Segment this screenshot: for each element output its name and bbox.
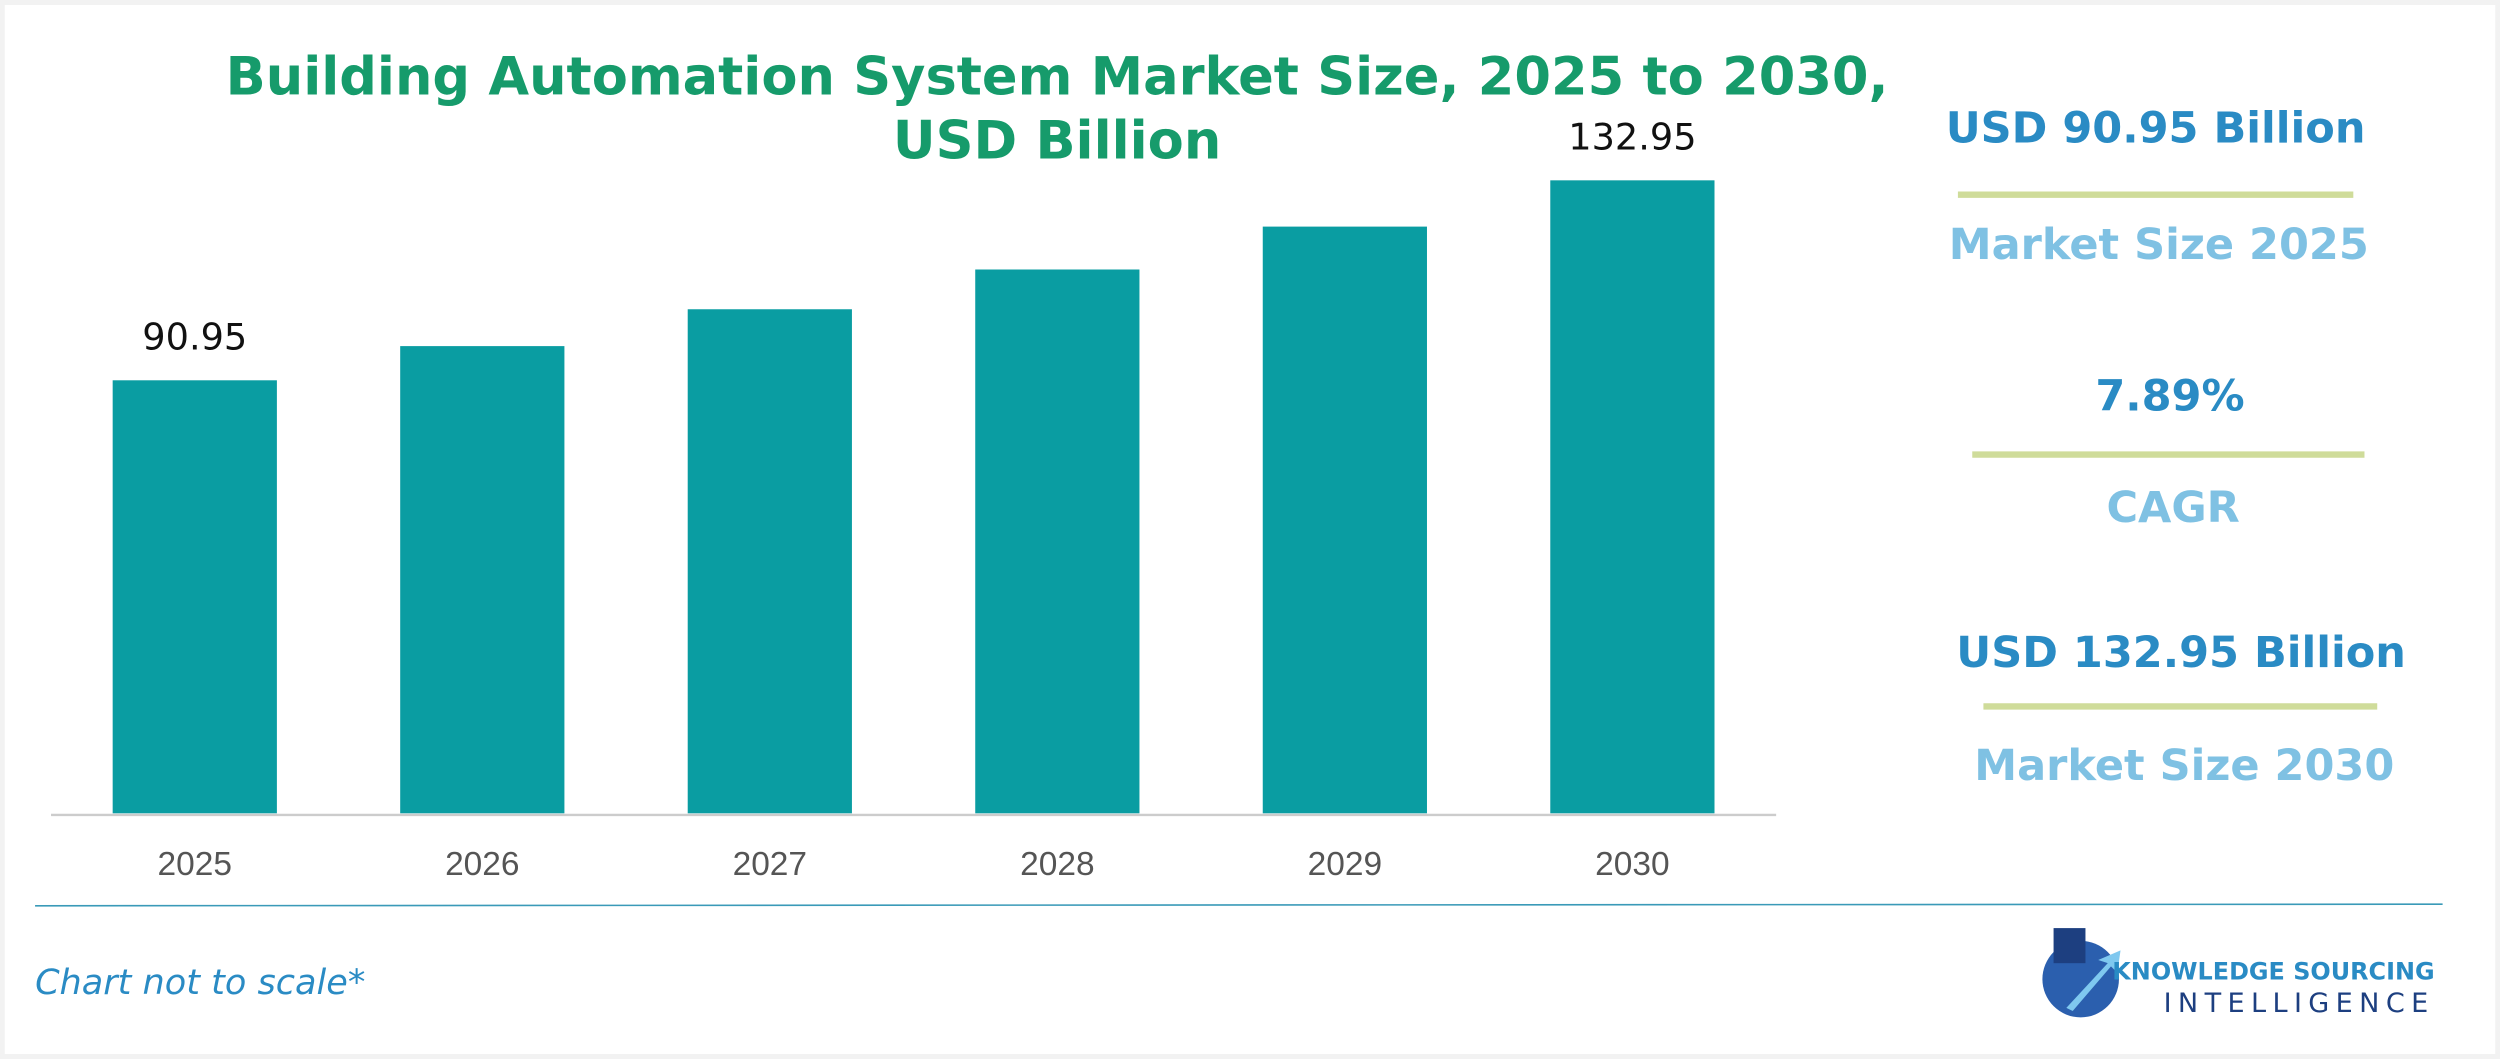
footnote: Chart not to scale* [35, 962, 365, 1003]
x-tick-label: 2025 [158, 846, 232, 883]
logo: KNOWLEDGE SOURCING INTELLIGENCE [2042, 928, 2435, 1019]
bar [975, 269, 1140, 814]
logo-icon [2053, 928, 2086, 964]
bar [1550, 180, 1715, 814]
chart-title: USD Billion [893, 110, 1221, 171]
logo-icon [2066, 950, 2121, 1012]
x-tick-label: 2028 [1020, 846, 1094, 883]
bar [400, 346, 565, 814]
bar [112, 380, 277, 814]
data-label: 90.95 [142, 315, 247, 358]
bar [687, 309, 852, 814]
stat-value: USD 90.95 Billion [1946, 103, 2366, 153]
stat-label: CAGR [2106, 483, 2239, 533]
logo-text: KNOWLEDGE SOURCING [2112, 958, 2434, 986]
stat-value: USD 132.95 Billion [1956, 628, 2406, 678]
divider [35, 903, 2443, 907]
logo-text: INTELLIGENCE [2164, 988, 2435, 1019]
stat-label: Market Size 2030 [1974, 741, 2394, 791]
bar [1262, 226, 1427, 814]
x-tick-label: 2026 [445, 846, 519, 883]
data-label: 132.95 [1568, 115, 1696, 158]
x-tick-label: 2027 [733, 846, 807, 883]
x-tick-label: 2029 [1308, 846, 1382, 883]
chart-title: Building Automation System Market Size, … [226, 47, 1889, 108]
x-tick-label: 2030 [1595, 846, 1669, 883]
stat-label: Market Size 2025 [1949, 220, 2369, 270]
stat-value: 7.89% [2095, 371, 2244, 421]
